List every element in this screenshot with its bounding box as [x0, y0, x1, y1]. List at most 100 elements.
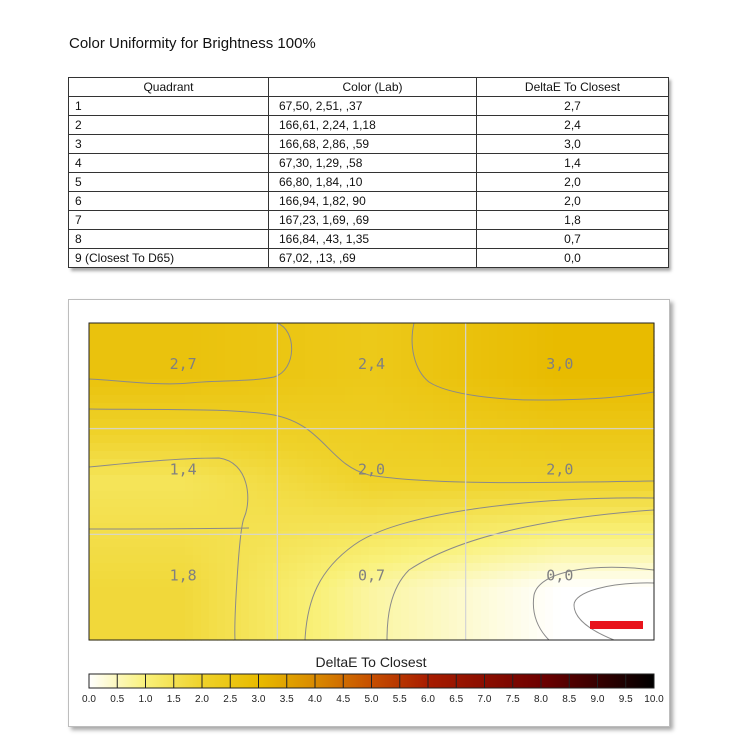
heatmap-pixel	[153, 403, 162, 412]
heatmap-pixel	[585, 499, 594, 508]
heatmap-pixel	[433, 355, 442, 364]
heatmap-pixel	[281, 451, 290, 460]
heatmap-pixel	[609, 531, 618, 540]
heatmap-pixel	[121, 419, 130, 428]
heatmap-pixel	[521, 403, 530, 412]
heatmap-pixel	[569, 419, 578, 428]
heatmap-pixel	[233, 435, 242, 444]
heatmap-pixel	[185, 627, 194, 636]
heatmap-pixel	[385, 379, 394, 388]
heatmap-pixel	[521, 619, 530, 628]
heatmap-pixel	[321, 563, 330, 572]
heatmap-pixel	[401, 611, 410, 620]
heatmap-pixel	[545, 339, 554, 348]
heatmap-pixel	[161, 515, 170, 524]
heatmap-pixel	[489, 379, 498, 388]
heatmap-frame	[88, 322, 655, 641]
heatmap-pixel	[337, 331, 346, 340]
heatmap-pixel	[257, 443, 266, 452]
heatmap-pixel	[353, 563, 362, 572]
heatmap-pixel	[153, 619, 162, 628]
heatmap-pixel	[425, 595, 434, 604]
heatmap-pixel	[585, 635, 594, 641]
heatmap-pixel	[441, 403, 450, 412]
heatmap-pixel	[265, 363, 274, 372]
heatmap-pixel	[537, 387, 546, 396]
heatmap-pixel	[433, 611, 442, 620]
heatmap-pixel	[209, 499, 218, 508]
heatmap-pixel	[193, 467, 202, 476]
heatmap-pixel	[585, 515, 594, 524]
heatmap-pixel	[217, 443, 226, 452]
heatmap-pixel	[649, 347, 655, 356]
heatmap-pixel	[489, 323, 498, 332]
heatmap-pixel	[97, 403, 106, 412]
heatmap-pixel	[161, 347, 170, 356]
quadrant-cell: 4	[68, 153, 269, 173]
heatmap-pixel	[401, 635, 410, 641]
heatmap-pixel	[505, 355, 514, 364]
heatmap-pixel	[289, 491, 298, 500]
heatmap-pixel	[625, 427, 634, 436]
heatmap-pixel	[193, 563, 202, 572]
heatmap-pixel	[217, 507, 226, 516]
heatmap-pixel	[145, 499, 154, 508]
heatmap-pixel	[609, 475, 618, 484]
heatmap-pixel	[449, 603, 458, 612]
heatmap-pixel	[353, 483, 362, 492]
heatmap-pixel	[457, 547, 466, 556]
heatmap-pixel	[609, 427, 618, 436]
reference-marker	[590, 621, 643, 629]
heatmap-pixel	[481, 635, 490, 641]
heatmap-pixel	[465, 539, 474, 548]
heatmap-pixel	[481, 411, 490, 420]
heatmap-pixel	[169, 603, 178, 612]
heatmap-pixel	[385, 531, 394, 540]
heatmap-pixel	[425, 507, 434, 516]
heatmap-pixel	[377, 403, 386, 412]
heatmap-pixel	[465, 515, 474, 524]
heatmap-pixel	[561, 459, 570, 468]
heatmap-pixel	[497, 459, 506, 468]
color-lab-cell: 166,84, ,43, 1,35	[268, 229, 477, 249]
heatmap-pixel	[113, 627, 122, 636]
heatmap-pixel	[249, 427, 258, 436]
heatmap-pixel	[105, 331, 114, 340]
heatmap-pixel	[465, 619, 474, 628]
heatmap-pixel	[185, 387, 194, 396]
heatmap-pixel	[281, 443, 290, 452]
heatmap-pixel	[353, 363, 362, 372]
heatmap-pixel	[441, 499, 450, 508]
heatmap-pixel	[321, 515, 330, 524]
heatmap-pixel	[481, 595, 490, 604]
heatmap-pixel	[553, 379, 562, 388]
heatmap-pixel	[145, 403, 154, 412]
heatmap-pixel	[489, 563, 498, 572]
heatmap-pixel	[409, 531, 418, 540]
heatmap-pixel	[569, 483, 578, 492]
heatmap-pixel	[609, 611, 618, 620]
heatmap-pixel	[369, 339, 378, 348]
table-row: 8 166,84, ,43, 1,35 0,7	[68, 229, 669, 249]
heatmap-pixel	[561, 619, 570, 628]
heatmap-pixel	[249, 515, 258, 524]
heatmap-pixel	[89, 595, 98, 604]
heatmap-pixel	[249, 371, 258, 380]
heatmap-pixel	[641, 459, 650, 468]
heatmap-pixel	[617, 539, 626, 548]
heatmap-pixel	[561, 491, 570, 500]
heatmap-pixel	[521, 435, 530, 444]
heatmap-pixel	[505, 331, 514, 340]
heatmap-pixel	[137, 427, 146, 436]
heatmap-pixel	[145, 395, 154, 404]
heatmap-pixel	[257, 403, 266, 412]
heatmap-pixel	[241, 403, 250, 412]
heatmap-pixel	[577, 459, 586, 468]
heatmap-pixel	[137, 419, 146, 428]
heatmap-pixel	[545, 539, 554, 548]
heatmap-pixel	[241, 395, 250, 404]
heatmap-pixel	[217, 331, 226, 340]
heatmap-pixel	[601, 459, 610, 468]
heatmap-pixel	[249, 459, 258, 468]
heatmap-pixel	[353, 491, 362, 500]
